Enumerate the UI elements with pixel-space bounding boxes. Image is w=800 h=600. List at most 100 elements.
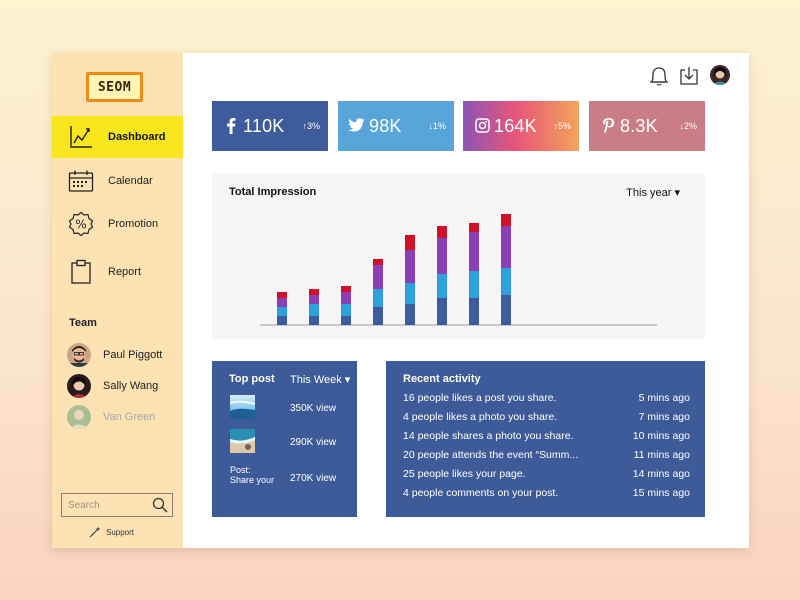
post-views: 270K view (290, 473, 337, 484)
activity-text: 4 people comments on your post. (403, 487, 559, 499)
bar-segment[interactable] (469, 223, 479, 232)
download-icon[interactable] (678, 65, 700, 87)
impression-panel: Total Impression This year ▾ (212, 174, 705, 339)
member-name: Sally Wang (103, 380, 159, 392)
post-views: 290K view (290, 437, 337, 448)
bar-segment[interactable] (405, 235, 415, 250)
beach-thumbnail (230, 429, 255, 453)
logo-text: SEOM (89, 75, 140, 99)
activity-item[interactable]: 25 people likes your page. 14 mins ago (403, 468, 690, 484)
search-icon[interactable] (152, 497, 168, 513)
post-item[interactable]: 290K view (230, 429, 346, 457)
stat-card-instagram[interactable]: 164K ↑5% (463, 101, 579, 151)
member-name: Paul Piggott (103, 349, 163, 361)
bar-segment[interactable] (437, 238, 447, 274)
line-chart-icon (68, 124, 94, 150)
nav-label-report: Report (108, 266, 142, 278)
bar-segment[interactable] (309, 304, 319, 316)
stat-change: ↑3% (302, 121, 320, 131)
bar-segment[interactable] (437, 274, 447, 298)
team-title: Team (69, 317, 97, 329)
activity-text: 25 people likes your page. (403, 468, 526, 480)
nav-label-promotion: Promotion (108, 218, 159, 230)
post-item[interactable]: Post: Share your 270K view (230, 465, 346, 493)
bar-segment[interactable] (501, 268, 511, 295)
bar-segment[interactable] (309, 316, 319, 325)
bar-segment[interactable] (437, 226, 447, 238)
bar-segment[interactable] (341, 286, 351, 292)
bar-segment[interactable] (341, 304, 351, 316)
bar-segment[interactable] (469, 298, 479, 325)
nav-item-calendar[interactable]: Calendar (52, 160, 183, 202)
bell-icon[interactable] (648, 65, 670, 87)
activity-item[interactable]: 14 people shares a photo you share. 10 m… (403, 430, 690, 446)
bar-segment[interactable] (501, 226, 511, 268)
activity-text: 14 people shares a photo you share. (403, 430, 574, 442)
nav-label-calendar: Calendar (108, 175, 153, 187)
top-post-range-select[interactable]: This Week ▾ (290, 374, 351, 386)
bar-segment[interactable] (373, 265, 383, 289)
user-avatar[interactable] (710, 65, 730, 85)
bar-segment[interactable] (277, 298, 287, 307)
facebook-icon (224, 116, 238, 134)
team-member[interactable]: Sally Wang (67, 373, 158, 399)
recent-activity-title: Recent activity (403, 373, 481, 385)
post-item[interactable]: 350K view (230, 395, 346, 423)
stat-card-pinterest[interactable]: 8.3K ↓2% (589, 101, 705, 151)
activity-time: 10 mins ago (632, 430, 690, 442)
impression-chart (260, 214, 657, 326)
stat-card-twitter[interactable]: 98K ↓1% (338, 101, 454, 151)
bar-segment[interactable] (309, 289, 319, 295)
team-member[interactable]: Paul Piggott (67, 342, 162, 368)
bar-segment[interactable] (405, 250, 415, 283)
stat-value: 164K (494, 116, 537, 136)
bar-segment[interactable] (277, 307, 287, 316)
bar-segment[interactable] (277, 316, 287, 325)
stat-change: ↓2% (679, 121, 697, 131)
sea-sky-thumbnail (230, 395, 255, 419)
activity-time: 15 mins ago (632, 487, 690, 499)
nav-item-promotion[interactable]: % Promotion (52, 203, 183, 245)
impression-range-select[interactable]: This year ▾ (626, 187, 680, 199)
bar-segment[interactable] (405, 304, 415, 325)
activity-time: 7 mins ago (638, 411, 690, 423)
support-link[interactable]: Support (89, 526, 134, 538)
nav-label-dashboard: Dashboard (108, 131, 166, 143)
activity-text: 16 people likes a post you share. (403, 392, 557, 404)
logo[interactable]: SEOM (86, 72, 143, 102)
impression-title: Total Impression (229, 186, 317, 198)
activity-time: 11 mins ago (633, 449, 690, 461)
bar-segment[interactable] (501, 295, 511, 325)
stat-change: ↑5% (553, 121, 571, 131)
bar-segment[interactable] (309, 295, 319, 304)
bar-segment[interactable] (277, 292, 287, 298)
bar-segment[interactable] (469, 232, 479, 271)
avatar (67, 374, 91, 398)
bar-segment[interactable] (373, 289, 383, 307)
bar-segment[interactable] (501, 214, 511, 226)
bar-segment[interactable] (469, 271, 479, 298)
pinterest-icon (601, 116, 615, 134)
member-name: Van Green (103, 411, 156, 423)
bar-segment[interactable] (437, 298, 447, 325)
bar-segment[interactable] (373, 259, 383, 265)
avatar (67, 405, 91, 429)
activity-item[interactable]: 16 people likes a post you share. 5 mins… (403, 392, 690, 408)
clipboard-icon (68, 259, 94, 285)
support-label: Support (106, 527, 135, 537)
activity-item[interactable]: 4 people comments on your post. 15 mins … (403, 487, 690, 503)
bar-segment[interactable] (373, 307, 383, 325)
activity-item[interactable]: 4 people likes a photo you share. 7 mins… (403, 411, 690, 427)
activity-item[interactable]: 20 people attends the event “Summ... 11 … (403, 449, 690, 465)
bar-segment[interactable] (341, 316, 351, 325)
nav-item-dashboard[interactable]: Dashboard (52, 116, 183, 158)
activity-time: 5 mins ago (638, 392, 690, 404)
team-member[interactable]: Van Green (67, 404, 155, 430)
nav-item-report[interactable]: Report (52, 251, 183, 293)
bar-segment[interactable] (341, 292, 351, 304)
search-input[interactable] (62, 494, 148, 516)
stat-card-facebook[interactable]: 110K ↑3% (212, 101, 328, 151)
percent-badge-icon: % (68, 211, 94, 237)
post-views: 350K view (290, 403, 337, 414)
bar-segment[interactable] (405, 283, 415, 304)
